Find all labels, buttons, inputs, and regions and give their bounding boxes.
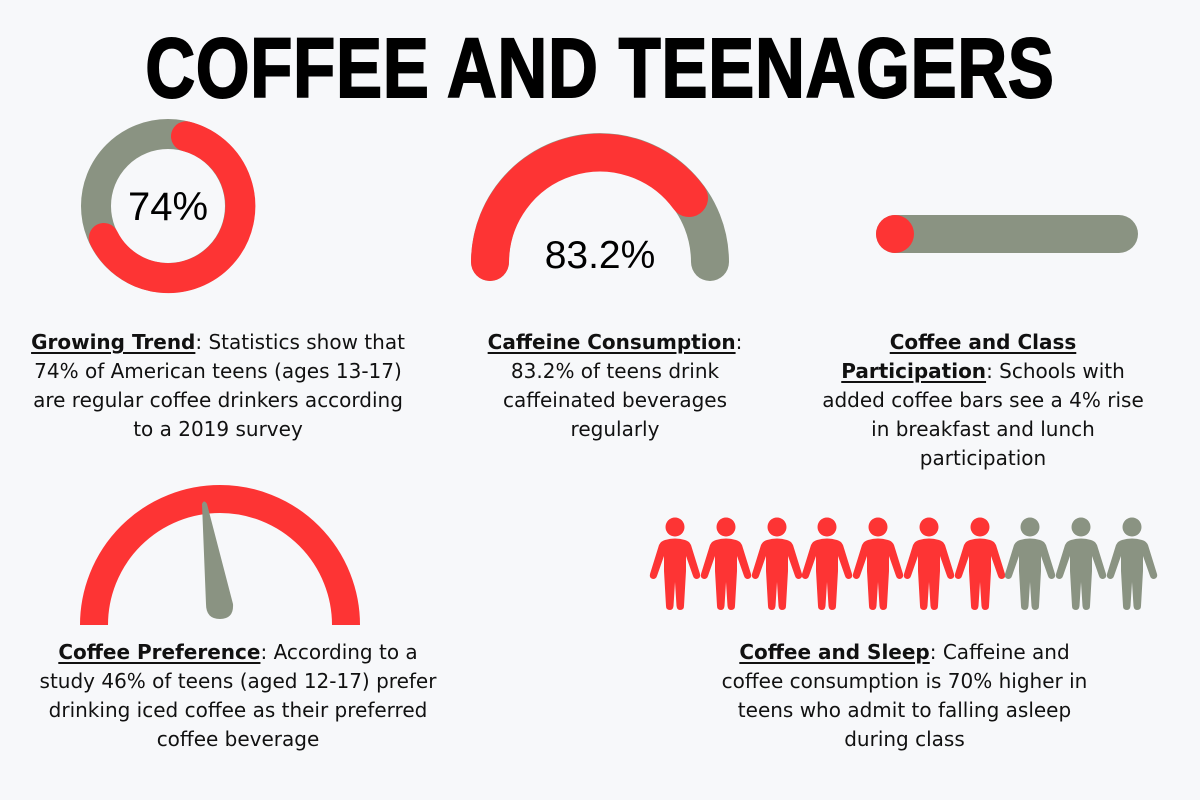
person-icon <box>954 517 1006 610</box>
needle-gauge-arc <box>80 485 360 626</box>
stat-heading: Coffee and Sleep <box>739 640 930 664</box>
progress-bar <box>876 215 1138 253</box>
half-gauge-chart <box>471 133 729 281</box>
person-icon <box>1004 517 1056 610</box>
person-icon <box>649 517 701 610</box>
donut-value-arc <box>88 121 256 294</box>
stat-heading: Coffee and Class Participation <box>841 330 1077 383</box>
stat-caffeine-consumption: Caffeine Consumption: 83.2% of teens dri… <box>470 328 760 444</box>
person-icon <box>903 517 955 610</box>
progress-fill <box>876 215 914 253</box>
person-icon <box>700 517 752 610</box>
stat-body: : Caffeine and coffee consumption is 70%… <box>721 640 1088 751</box>
needle-gauge-chart <box>80 485 360 626</box>
donut-label: 74% <box>127 185 209 229</box>
stat-body: : According to a study 46% of teens (age… <box>39 640 437 751</box>
stat-coffee-and-sleep: Coffee and Sleep: Caffeine and coffee co… <box>712 638 1097 754</box>
stat-body: : Schools with added coffee bars see a 4… <box>822 359 1144 470</box>
person-icon <box>751 517 803 610</box>
donut-chart <box>81 119 256 294</box>
person-icon <box>1106 517 1158 610</box>
page-title: COFFEE AND TEENAGERS <box>145 20 1055 116</box>
stat-heading: Growing Trend <box>31 330 196 354</box>
stat-growing-trend: Growing Trend: Statistics show that 74% … <box>28 328 408 444</box>
person-icon <box>852 517 904 610</box>
needle-icon <box>202 501 234 619</box>
people-pictogram <box>649 517 1158 610</box>
person-icon <box>801 517 853 610</box>
stat-coffee-preference: Coffee Preference: According to a study … <box>28 638 448 754</box>
stat-heading: Coffee Preference <box>58 640 261 664</box>
progress-track <box>876 215 1138 253</box>
stat-body: : Statistics show that 74% of American t… <box>33 330 405 441</box>
half-gauge-label: 83.2% <box>544 234 656 277</box>
stat-class-participation: Coffee and Class Participation: Schools … <box>818 328 1148 473</box>
half-gauge-value-arc <box>471 133 708 281</box>
person-icon <box>1055 517 1107 610</box>
stat-heading: Caffeine Consumption <box>487 330 736 354</box>
stat-body: : 83.2% of teens drink caffeinated bever… <box>502 330 743 441</box>
